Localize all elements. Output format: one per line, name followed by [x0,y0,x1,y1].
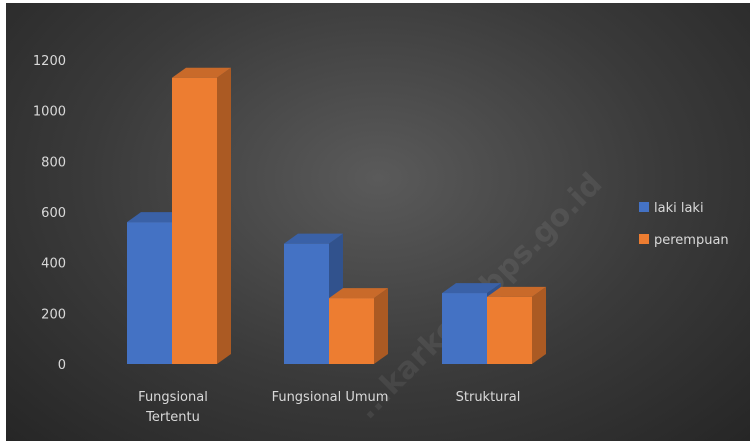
bar-top-face [329,288,388,299]
bar-top-face [442,283,501,294]
category-label: Fungsional [138,390,208,405]
y-tick-label: 1200 [33,54,66,69]
bar-chart: ...karkota.bps.go.id 0200400600800100012… [33,54,729,426]
bar-top-face [172,67,231,78]
y-tick-label: 1000 [33,105,66,120]
bar-perempuan-3 [487,286,546,364]
legend-label: laki laki [654,201,704,216]
y-tick-label: 400 [41,257,66,272]
bar-top-face [127,212,186,223]
y-tick-label: 800 [41,155,66,170]
chart-area: ...karkota.bps.go.id 0200400600800100012… [6,3,750,441]
legend: laki laki perempuan [639,201,729,248]
bar-side-face [217,67,231,364]
x-axis-categories: Fungsional Tertentu Fungsional Umum Struktu… [138,390,520,425]
bar-side-face [374,288,388,364]
y-axis-ticks: 0 200 400 600 800 1000 1200 [33,54,66,373]
category-label: Fungsional Umum [272,390,389,405]
bar-front-face [284,243,329,364]
bar-front-face [487,296,532,364]
bar-side-face [532,286,546,364]
bar-front-face [442,293,487,364]
y-tick-label: 0 [58,358,66,373]
category-label: Struktural [456,390,521,405]
legend-swatch [639,202,649,212]
legend-label: perempuan [654,233,729,248]
bar-front-face [172,77,217,364]
bar-top-face [284,233,343,244]
bar-front-face [329,298,374,364]
bars [127,67,546,364]
bar-front-face [127,222,172,364]
category-label: Tertentu [145,410,200,425]
bar-top-face [487,286,546,297]
y-tick-label: 600 [41,206,66,221]
bar-perempuan-2 [329,288,388,364]
y-tick-label: 200 [41,307,66,322]
bar-perempuan-1 [172,67,231,364]
legend-swatch [639,234,649,244]
